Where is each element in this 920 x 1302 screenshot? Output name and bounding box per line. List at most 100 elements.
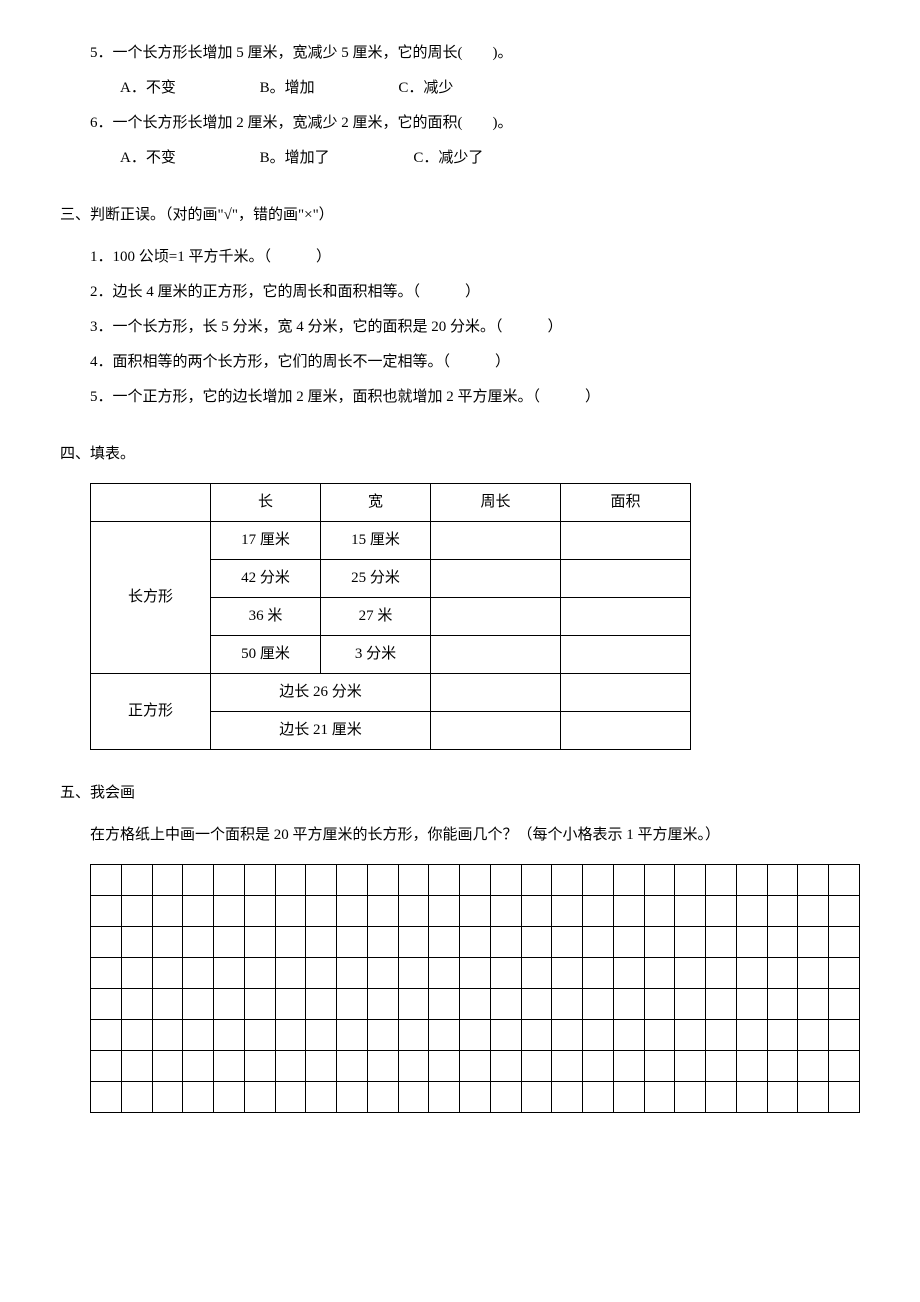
grid-cell [91, 958, 122, 989]
s3-q5: 5．一个正方形，它的边长增加 2 厘米，面积也就增加 2 平方厘米。（ ） [60, 384, 860, 411]
table-header-row: 长 宽 周长 面积 [91, 484, 691, 522]
grid-cell [706, 958, 737, 989]
grid-cell [183, 1020, 214, 1051]
grid-cell [183, 958, 214, 989]
grid-cell [613, 896, 644, 927]
grid-cell [767, 927, 798, 958]
table-cell [561, 674, 691, 712]
grid-cell [244, 989, 275, 1020]
th-empty [91, 484, 211, 522]
square-label: 正方形 [91, 674, 211, 750]
grid-cell [736, 1051, 767, 1082]
grid-cell [91, 865, 122, 896]
grid-cell [736, 927, 767, 958]
grid-cell [367, 927, 398, 958]
table-cell [561, 636, 691, 674]
grid-cell [121, 927, 152, 958]
grid-cell [736, 958, 767, 989]
grid-cell [244, 1020, 275, 1051]
grid-cell [275, 896, 306, 927]
question-5: 5．一个长方形长增加 5 厘米，宽减少 5 厘米，它的周长( )。 [60, 40, 860, 67]
grid-cell [613, 865, 644, 896]
grid-cell [152, 958, 183, 989]
grid-cell [706, 1020, 737, 1051]
drawing-grid [90, 864, 860, 1113]
grid-cell [429, 989, 460, 1020]
grid-cell [644, 989, 675, 1020]
grid-cell [244, 865, 275, 896]
grid-cell [337, 927, 368, 958]
grid-cell [706, 1051, 737, 1082]
table-cell [431, 636, 561, 674]
grid-cell [91, 989, 122, 1020]
grid-cell [767, 958, 798, 989]
grid-cell [306, 896, 337, 927]
grid-cell [429, 958, 460, 989]
grid-cell [398, 958, 429, 989]
grid-cell [767, 1082, 798, 1113]
grid-cell [798, 865, 829, 896]
q6-text: 6．一个长方形长增加 2 厘米，宽减少 2 厘米，它的面积( )。 [90, 115, 513, 131]
grid-cell [275, 1051, 306, 1082]
q6-opt-a: A．不变 [120, 145, 176, 172]
grid-cell [121, 958, 152, 989]
grid-cell [521, 865, 552, 896]
table-cell: 15 厘米 [321, 522, 431, 560]
grid-cell [367, 1082, 398, 1113]
grid-cell [583, 865, 614, 896]
grid-cell [521, 958, 552, 989]
grid-cell [460, 1082, 491, 1113]
grid-cell [367, 1051, 398, 1082]
grid-cell [275, 1020, 306, 1051]
grid-cell [183, 896, 214, 927]
grid-cell [214, 1082, 245, 1113]
section4-title: 四、填表。 [60, 441, 860, 468]
grid-cell [583, 927, 614, 958]
grid-cell [398, 1020, 429, 1051]
grid-cell [829, 865, 860, 896]
grid-cell [644, 1020, 675, 1051]
grid-row [91, 1020, 860, 1051]
s3-q2: 2．边长 4 厘米的正方形，它的周长和面积相等。（ ） [60, 279, 860, 306]
grid-cell [367, 958, 398, 989]
grid-cell [644, 896, 675, 927]
grid-cell [244, 958, 275, 989]
table-row: 正方形 边长 26 分米 [91, 674, 691, 712]
s3-q1: 1．100 公顷=1 平方千米。（ ） [60, 244, 860, 271]
grid-cell [644, 958, 675, 989]
grid-cell [552, 865, 583, 896]
grid-cell [490, 958, 521, 989]
grid-cell [183, 927, 214, 958]
grid-cell [214, 958, 245, 989]
grid-row [91, 958, 860, 989]
grid-cell [275, 927, 306, 958]
grid-cell [121, 1082, 152, 1113]
grid-cell [460, 989, 491, 1020]
th-perimeter: 周长 [431, 484, 561, 522]
grid-cell [613, 927, 644, 958]
grid-cell [460, 1051, 491, 1082]
grid-cell [275, 865, 306, 896]
grid-cell [460, 927, 491, 958]
grid-cell [675, 927, 706, 958]
grid-cell [490, 865, 521, 896]
grid-cell [521, 927, 552, 958]
grid-cell [275, 1082, 306, 1113]
grid-cell [798, 927, 829, 958]
grid-cell [829, 958, 860, 989]
grid-cell [214, 865, 245, 896]
grid-cell [306, 1020, 337, 1051]
grid-cell [675, 1051, 706, 1082]
grid-cell [91, 1051, 122, 1082]
s3-q4: 4．面积相等的两个长方形，它们的周长不一定相等。（ ） [60, 349, 860, 376]
grid-cell [337, 1020, 368, 1051]
grid-cell [829, 989, 860, 1020]
grid-cell [337, 865, 368, 896]
grid-cell [214, 1051, 245, 1082]
grid-cell [798, 1020, 829, 1051]
grid-cell [490, 1051, 521, 1082]
grid-cell [490, 896, 521, 927]
grid-cell [398, 989, 429, 1020]
grid-cell [214, 896, 245, 927]
grid-cell [275, 989, 306, 1020]
